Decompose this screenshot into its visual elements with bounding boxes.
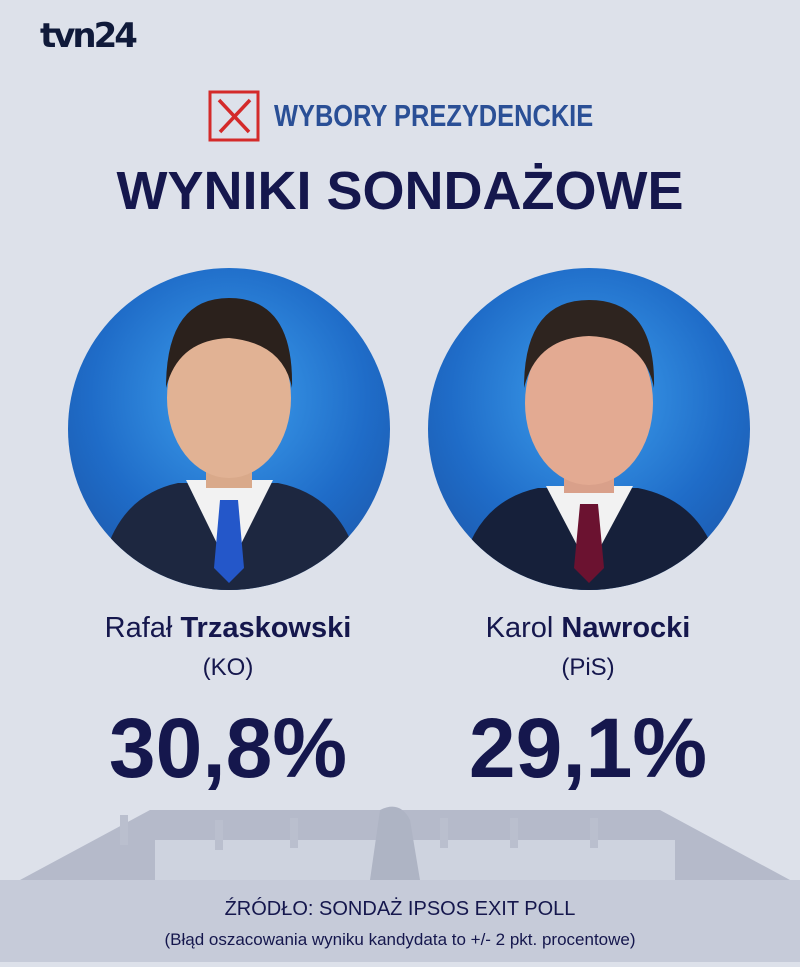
result-trzaskowski: 30,8% — [108, 701, 348, 795]
margin-of-error-note: (Błąd oszacowania wyniku kandydata to +/… — [164, 930, 636, 949]
party-pis: (PiS) — [561, 654, 615, 681]
ballot-x-icon — [208, 90, 260, 142]
candidate-photo-nawrocki — [428, 268, 750, 590]
presidential-palace-background — [0, 790, 800, 967]
page-title: WYNIKI SONDAŻOWE — [116, 161, 684, 221]
last-name: Nawrocki — [561, 612, 691, 644]
party-ko: (KO) — [202, 654, 254, 681]
result-nawrocki: 29,1% — [468, 701, 708, 795]
first-name: Rafał — [104, 612, 173, 644]
kicker: WYBORY PREZYDENCKIE — [0, 88, 800, 144]
candidate-name-nawrocki: Karol Nawrocki — [408, 612, 768, 645]
source-text: ŹRÓDŁO: SONDAŻ IPSOS EXIT POLL — [224, 898, 576, 920]
candidate-name-trzaskowski: Rafał Trzaskowski — [48, 612, 408, 645]
kicker-text: WYBORY PREZYDENCKIE — [274, 98, 594, 133]
tvn24-logo: tvn24 — [40, 16, 138, 56]
candidate-photo-trzaskowski — [68, 268, 390, 590]
first-name: Karol — [485, 612, 554, 644]
last-name: Trzaskowski — [180, 612, 352, 644]
